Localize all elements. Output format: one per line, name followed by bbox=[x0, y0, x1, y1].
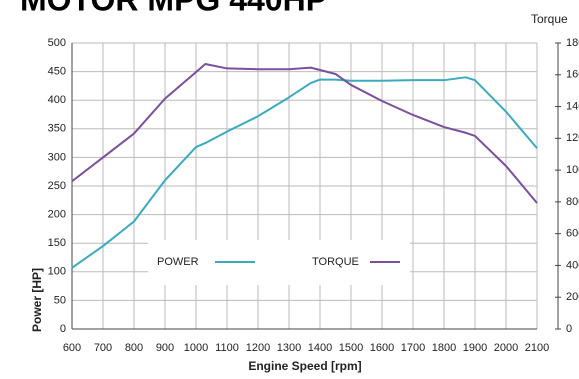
y2-tick-label: 800 bbox=[566, 196, 579, 208]
x-tick-label: 1500 bbox=[339, 342, 363, 354]
y2-tick-label: 400 bbox=[566, 259, 579, 271]
y-axis-label: Power [HP] bbox=[30, 268, 44, 332]
y-tick-label: 250 bbox=[48, 180, 66, 192]
legend: POWER TORQUE bbox=[148, 240, 410, 285]
y-tick-label: 450 bbox=[48, 66, 66, 78]
x-tick-label: 800 bbox=[125, 342, 143, 354]
x-tick-label: 900 bbox=[156, 342, 174, 354]
y-tick-label: 200 bbox=[48, 209, 66, 221]
y-tick-label: 150 bbox=[48, 237, 66, 249]
y-tick-label: 400 bbox=[48, 94, 66, 106]
x-tick-label: 600 bbox=[63, 342, 81, 354]
x-axis-label: Engine Speed [rpm] bbox=[248, 359, 361, 373]
x-tick-label: 1800 bbox=[432, 342, 456, 354]
y-tick-label: 300 bbox=[48, 151, 66, 163]
y2-tick-label: 200 bbox=[566, 291, 579, 303]
y2-tick-label: 1000 bbox=[566, 164, 579, 176]
x-tick-label: 2000 bbox=[494, 342, 518, 354]
series-line bbox=[71, 62, 538, 204]
y2-tick-label: 1600 bbox=[566, 69, 579, 81]
y-tick-label: 500 bbox=[48, 37, 66, 49]
y-tick-label: 350 bbox=[48, 123, 66, 135]
y-tick-label: 100 bbox=[48, 266, 66, 278]
x-tick-label: 1200 bbox=[246, 342, 270, 354]
grid bbox=[71, 42, 538, 330]
series-line bbox=[71, 76, 538, 269]
chart-title: MOTOR MPG 440HP bbox=[20, 0, 327, 17]
x-tick-label: 2100 bbox=[525, 342, 549, 354]
y2-tick-label: 1400 bbox=[566, 100, 579, 112]
x-tick-label: 1400 bbox=[308, 342, 332, 354]
y2-axis-label: Torque bbox=[531, 12, 568, 26]
x-tick-label: 1300 bbox=[277, 342, 301, 354]
y2-tick-label: 0 bbox=[566, 323, 572, 335]
legend-label: TORQUE bbox=[312, 256, 359, 268]
x-tick-label: 700 bbox=[94, 342, 112, 354]
y-tick-label: 50 bbox=[54, 294, 66, 306]
x-tick-label: 1700 bbox=[401, 342, 425, 354]
y2-tick-label: 1200 bbox=[566, 132, 579, 144]
x-tick-label: 1600 bbox=[370, 342, 394, 354]
legend-label: POWER bbox=[157, 256, 199, 268]
y2-tick-label: 1800 bbox=[566, 37, 579, 49]
legend-box bbox=[148, 240, 410, 285]
x-tick-label: 1900 bbox=[463, 342, 487, 354]
x-tick-label: 1100 bbox=[215, 342, 239, 354]
y2-tick-label: 600 bbox=[566, 228, 579, 240]
y-tick-label: 0 bbox=[60, 323, 66, 335]
x-tick-label: 1000 bbox=[184, 342, 208, 354]
